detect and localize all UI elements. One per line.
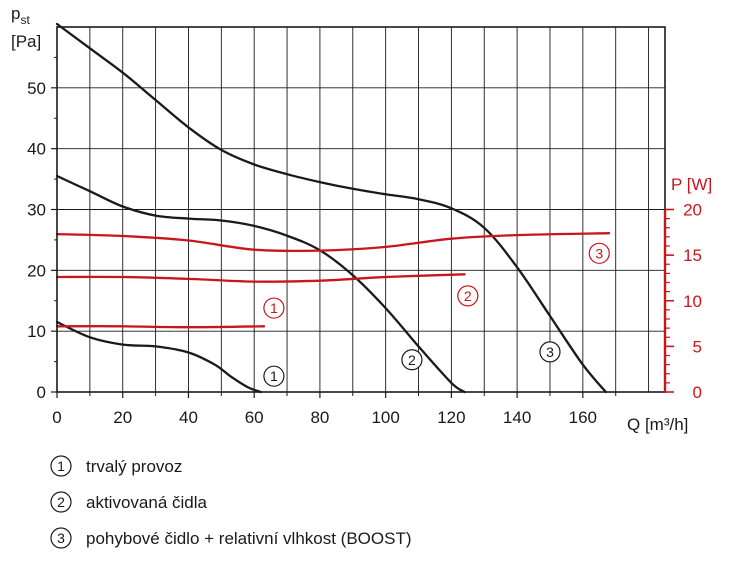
curve-markers: 1 2 3 1 2 3 <box>263 242 610 387</box>
marker-label: 3 <box>546 344 554 360</box>
marker-label: 1 <box>270 300 278 316</box>
marker-circle <box>588 242 610 264</box>
x-tick-label: 0 <box>52 408 61 427</box>
curve-marker-3: 3 <box>588 242 610 264</box>
legend-label: trvalý provoz <box>86 457 182 476</box>
legend-label: pohybové čidlo + relativní vlhkost (BOOS… <box>86 529 412 548</box>
y-axis-title-subscript: st <box>20 13 30 27</box>
pressure-curve-2 <box>55 174 466 394</box>
y2-tick-label: 20 <box>683 201 702 220</box>
power-curve-2 <box>55 273 466 283</box>
x-tick-label: 120 <box>437 408 465 427</box>
curve-marker-1: 1 <box>263 297 285 319</box>
legend-item-3: 3 pohybové čidlo + relativní vlhkost (BOO… <box>50 527 412 549</box>
x-tick-label: 100 <box>371 408 399 427</box>
curve-marker-3: 3 <box>539 341 561 363</box>
x-axis-title: Q [m³/h] <box>627 415 688 434</box>
marker-circle <box>263 297 285 319</box>
curve-marker-2: 2 <box>457 285 479 307</box>
y2-axis-ticks: 0 5 10 15 20 <box>663 201 702 402</box>
legend-number: 2 <box>57 494 65 510</box>
pressure-curve-1 <box>55 320 262 394</box>
legend-circle <box>50 491 72 513</box>
y-axis-ticks: 0 10 20 30 40 50 <box>27 56 57 402</box>
y-tick-label: 30 <box>27 201 46 220</box>
y2-axis-title: P [W] <box>671 175 712 194</box>
y2-tick-label: 10 <box>683 292 702 311</box>
y-tick-label: 50 <box>27 79 46 98</box>
power-curve-3 <box>55 232 611 253</box>
x-tick-label: 60 <box>245 408 264 427</box>
pressure-curves <box>55 22 607 394</box>
y-axis-title-symbol: p <box>11 4 20 23</box>
legend-label: aktivovaná čidla <box>86 493 208 512</box>
marker-label: 3 <box>595 245 603 261</box>
legend-number: 1 <box>57 458 65 474</box>
y2-tick-label: 0 <box>693 383 702 402</box>
y-tick-label: 40 <box>27 140 46 159</box>
legend: 1 trvalý provoz 2 aktivovaná čidla 3 pohybové… <box>50 455 412 549</box>
marker-circle <box>401 349 423 371</box>
curve-marker-1: 1 <box>263 365 285 387</box>
x-tick-label: 140 <box>503 408 531 427</box>
y2-tick-label: 15 <box>683 246 702 265</box>
power-curves <box>55 232 611 329</box>
marker-label: 2 <box>408 352 416 368</box>
legend-number: 3 <box>57 530 65 546</box>
x-tick-label: 160 <box>569 408 597 427</box>
y-axis-unit: [Pa] <box>11 32 41 51</box>
y-tick-label: 0 <box>37 383 46 402</box>
marker-circle <box>457 285 479 307</box>
marker-circle <box>539 341 561 363</box>
legend-item-2: 2 aktivovaná čidla <box>50 491 208 513</box>
legend-circle <box>50 455 72 477</box>
x-axis-ticks: 0 20 40 60 80 100 120 140 160 <box>52 392 617 427</box>
y2-tick-label: 5 <box>693 337 702 356</box>
marker-circle <box>263 365 285 387</box>
marker-label: 2 <box>464 288 472 304</box>
x-tick-label: 40 <box>179 408 198 427</box>
x-tick-label: 80 <box>310 408 329 427</box>
legend-circle <box>50 527 72 549</box>
marker-label: 1 <box>270 368 278 384</box>
pressure-curve-3 <box>55 22 607 394</box>
legend-item-1: 1 trvalý provoz <box>50 455 182 477</box>
x-tick-label: 20 <box>113 408 132 427</box>
y-tick-label: 20 <box>27 261 46 280</box>
y-tick-label: 10 <box>27 322 46 341</box>
grid-lines <box>57 27 665 392</box>
curve-marker-2: 2 <box>401 349 423 371</box>
power-curve-1 <box>55 325 266 329</box>
y-axis-title: pst <box>11 4 30 27</box>
